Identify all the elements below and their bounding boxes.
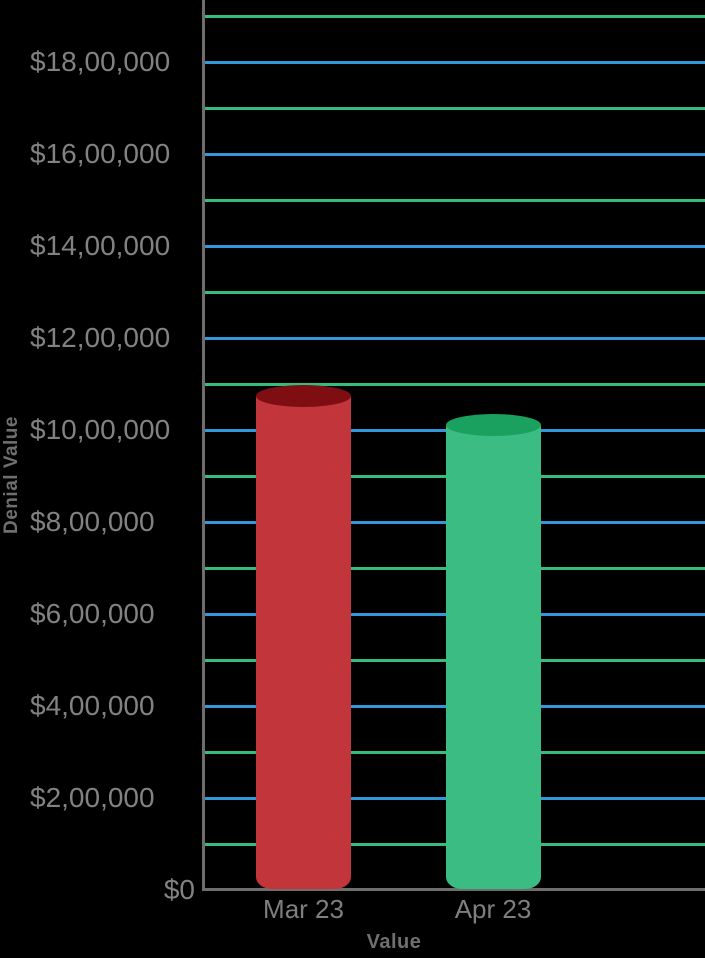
bar-body <box>256 395 351 889</box>
y-tick-label: $8,00,000 <box>30 506 155 537</box>
y-tick-label: $10,00,000 <box>30 414 171 445</box>
bar-mar-23[interactable] <box>256 384 351 889</box>
y-tick-label: $0 <box>163 874 195 905</box>
y-tick-label: $14,00,000 <box>30 230 171 261</box>
y-tick-label: $16,00,000 <box>30 138 171 169</box>
gridline <box>205 244 705 248</box>
gridline <box>205 290 705 294</box>
y-tick-label: $2,00,000 <box>30 782 155 813</box>
bar-body <box>445 425 541 889</box>
bar-top-face <box>445 414 541 437</box>
gridline <box>205 106 705 110</box>
y-tick-label: $6,00,000 <box>30 598 155 629</box>
gridline <box>205 152 705 156</box>
y-tick-label: $12,00,000 <box>30 322 171 353</box>
gridline <box>205 14 705 18</box>
gridline <box>205 336 705 340</box>
y-axis-title: Denial Value <box>1 416 22 534</box>
bar-top-face <box>256 384 351 407</box>
x-tick-label: Apr 23 <box>454 894 532 924</box>
y-axis-line <box>202 0 205 891</box>
gridline <box>205 198 705 202</box>
y-tick-label: $4,00,000 <box>30 690 155 721</box>
gridline <box>205 382 705 386</box>
x-tick-label: Mar 23 <box>263 894 344 924</box>
x-axis-title: Value <box>366 931 422 953</box>
bar-apr-23[interactable] <box>445 414 541 889</box>
x-axis-line <box>202 888 705 891</box>
y-tick-label: $18,00,000 <box>30 46 171 77</box>
gridline <box>205 60 705 64</box>
